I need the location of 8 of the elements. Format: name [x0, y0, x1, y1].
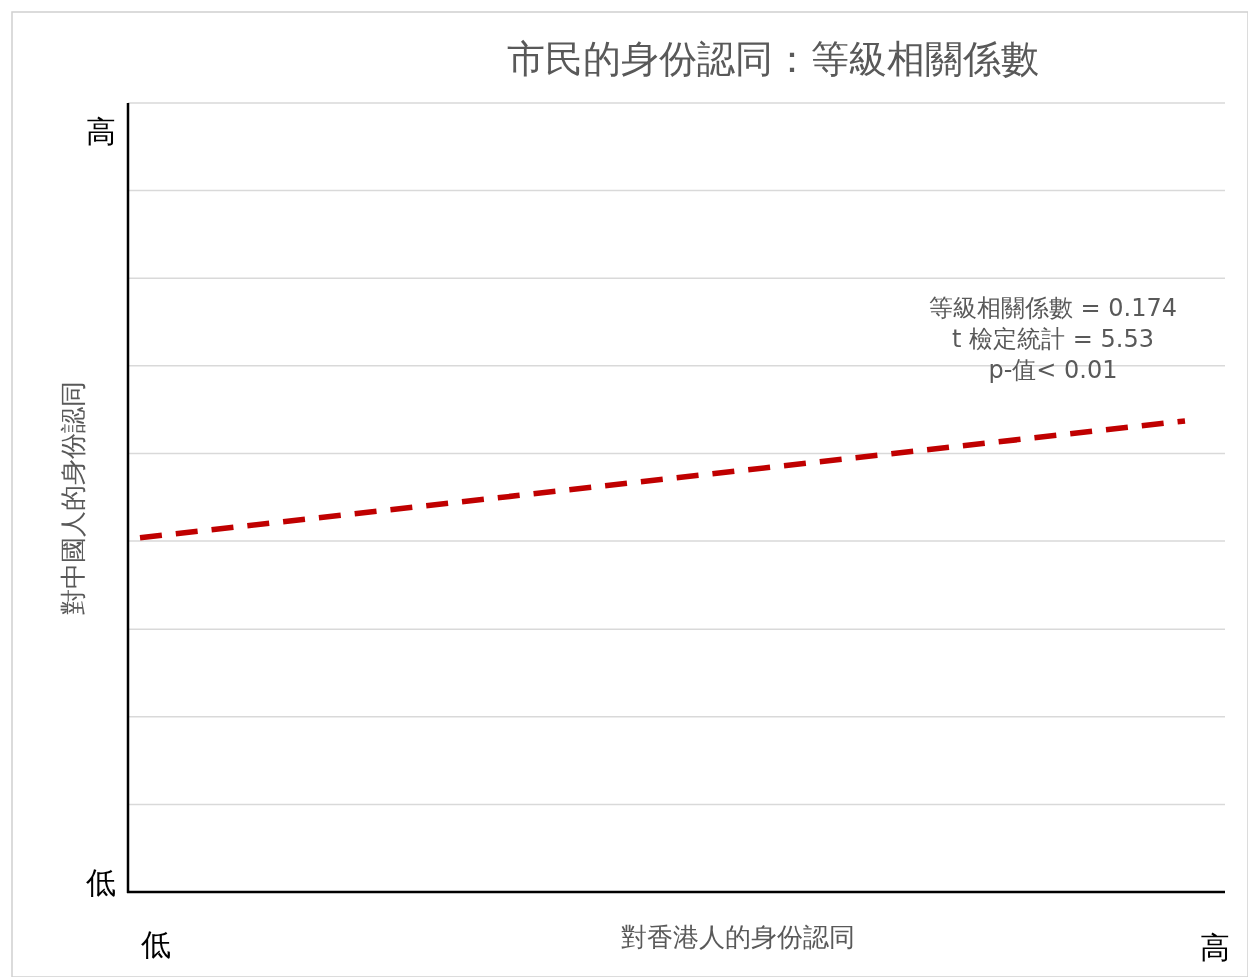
text: 高: [86, 114, 116, 149]
annotation: 低: [86, 865, 116, 900]
y-axis-title: 對中國人的身份認同: [58, 381, 88, 615]
chart-title: 市民的身份認同：等級相關係數: [507, 37, 1039, 81]
text: 高: [1200, 930, 1230, 965]
text: 等級相關係數 = 0.174 t 檢定統計 = 5.53 p-值< 0.01: [928, 294, 1178, 384]
x-axis-title: 對香港人的身份認同: [621, 922, 855, 952]
text: 低: [141, 927, 171, 962]
